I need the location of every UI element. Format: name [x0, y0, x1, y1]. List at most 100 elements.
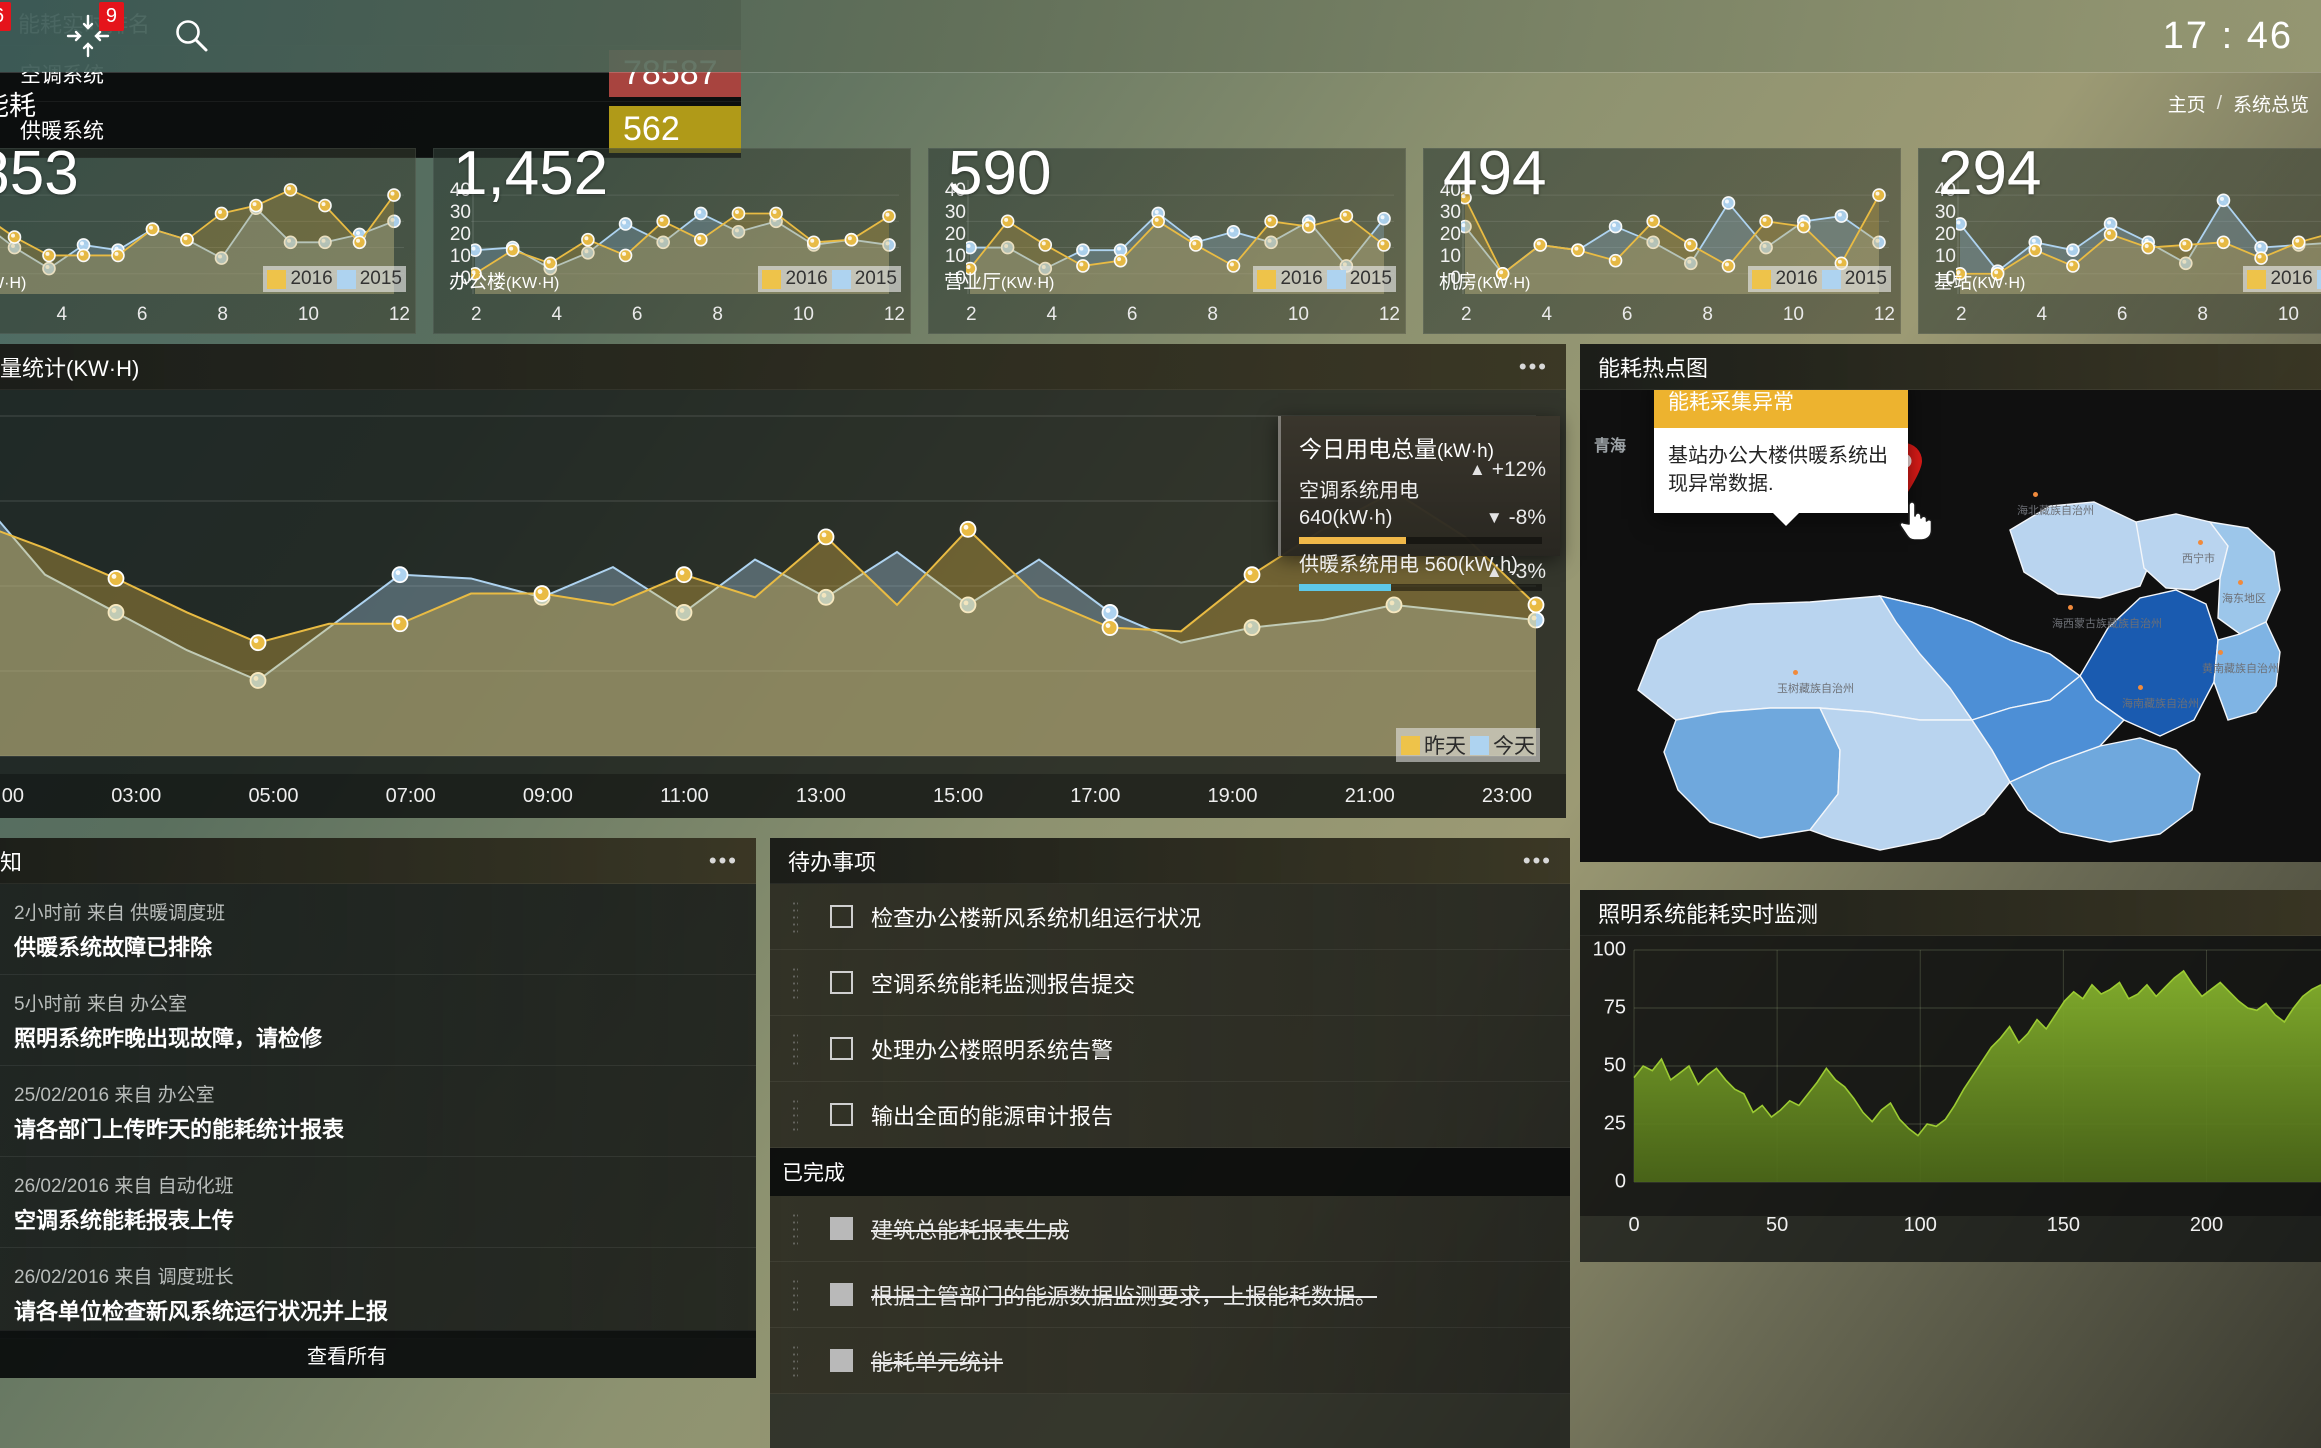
notices-title: 要通知 — [0, 849, 23, 875]
kpi-series-label: 耗(KW·H) — [0, 267, 26, 294]
collapse-arrows-icon[interactable]: 9 — [64, 0, 124, 72]
city-marker-dot — [2238, 580, 2243, 585]
drag-handle-icon[interactable] — [792, 1097, 798, 1132]
kpi-y-tick: 0 — [1945, 268, 1956, 289]
power-tooltip-title: 今日用电总量(kW·h) — [1299, 430, 1542, 464]
power-tooltip-unit: (kW·h) — [1437, 441, 1494, 462]
ellipsis-icon[interactable]: ••• — [1522, 847, 1552, 873]
city-label: 黄南藏族自治州 — [2202, 663, 2279, 675]
checkbox-checked[interactable] — [830, 1349, 853, 1372]
drag-handle-icon[interactable] — [792, 1343, 798, 1378]
kpi-x-tick: 6 — [2116, 304, 2128, 325]
legend-swatch-2015 — [336, 269, 356, 289]
kpi-series-name: 基站 — [1934, 272, 1973, 293]
kpi-x-tick: 8 — [2197, 304, 2208, 325]
drag-handle-icon[interactable] — [792, 1031, 798, 1066]
checkbox[interactable] — [830, 1103, 853, 1126]
heatmap-map[interactable]: 青海 海北藏族自治州 西宁市 海东地区 海西蒙古族藏族自治州 黄南藏族自治州 海南藏族自治… — [1580, 390, 2321, 862]
notice-item[interactable]: 2小时前 来自 供暖调度班 供暖系统故障已排除 — [0, 884, 756, 975]
todo-item[interactable]: 检查办公楼新风系统机组运行状况 — [770, 884, 1570, 950]
kpi-card-strip: ,853403020100耗(KW·H)20162015246810121,45… — [0, 148, 2321, 334]
kpi-value: 1,452 — [453, 148, 609, 208]
main-chart-x-tick: 07:00 — [385, 784, 436, 807]
power-tooltip: 今日用电总量(kW·h) ▲ +12% 空调系统用电 640(kW·h) ▼ -… — [1278, 416, 1560, 591]
checkbox-checked[interactable] — [830, 1283, 853, 1306]
notice-item[interactable]: 5小时前 来自 办公室 照明系统昨晚出现故障，请检修 — [0, 975, 756, 1066]
lighting-title: 照明系统能耗实时监测 — [1598, 901, 1819, 927]
kpi-y-tick: 30 — [1439, 202, 1461, 223]
region-yushu — [1808, 707, 2011, 851]
power-tooltip-title-text: 今日用电总量 — [1299, 436, 1437, 462]
todo-item-completed[interactable]: 建筑总能耗报表生成 — [770, 1196, 1570, 1262]
city-label: 西宁市 — [2182, 553, 2215, 565]
heatmap-tooltip-body: 基站办公大楼供暖系统出现异常数据. — [1668, 445, 1888, 496]
ranking-row[interactable]: 供暖系统 562 — [0, 102, 741, 158]
main-chart-x-tick: 09:00 — [522, 784, 573, 807]
todo-item[interactable]: 输出全面的能源审计报告 — [770, 1082, 1570, 1148]
kpi-y-tick: 0 — [460, 268, 471, 289]
kpi-y-tick: 30 — [944, 202, 966, 223]
checkbox[interactable] — [830, 971, 853, 994]
notice-item[interactable]: 25/02/2016 来自 办公室 请各部门上传昨天的能耗统计报表 — [0, 1066, 756, 1157]
legend-swatch-2016 — [762, 269, 782, 289]
kpi-x-tick: 10 — [2277, 304, 2299, 325]
kpi-card-2[interactable]: 590 40 30 20 10 0 营业厅(KW·H) 2016 2015 2 4 6 8 10 12 — [928, 148, 1406, 334]
notice-item[interactable]: 26/02/2016 来自 自动化班 空调系统能耗报表上传 — [0, 1157, 756, 1248]
kpi-series-label: 机房(KW·H) — [1439, 267, 1530, 294]
breadcrumb-home[interactable]: 主页 — [2167, 95, 2206, 116]
todo-item-label: 检查办公楼新风系统机组运行状况 — [871, 905, 1202, 931]
heatmap-header: 能耗热点图 — [1580, 344, 2321, 390]
todo-item[interactable]: 处理办公楼照明系统告警 — [770, 1016, 1570, 1082]
drag-handle-icon[interactable] — [792, 1211, 798, 1246]
kpi-y-tick: 30 — [1934, 202, 1956, 223]
kpi-y-tick: 30 — [449, 202, 471, 223]
lighting-y-tick: 0 — [1614, 1170, 1626, 1193]
notice-text: 供暖系统故障已排除 — [14, 935, 213, 960]
drag-handle-icon[interactable] — [792, 965, 798, 1000]
drag-handle-icon[interactable] — [792, 1277, 798, 1312]
total-power-plot: 昨天 今天 01:00 03:00 05:00 07:00 09:00 11:00 13:0… — [0, 390, 1566, 818]
kpi-y-tick: 10 — [449, 246, 471, 267]
notice-item[interactable]: 26/02/2016 来自 调度班长 请各单位检查新风系统运行状况并上报 — [0, 1248, 756, 1339]
sub-header: 能耗 主页 / 系统总览 — [0, 72, 2321, 134]
checkbox[interactable] — [830, 1037, 853, 1060]
search-icon[interactable] — [170, 0, 212, 72]
checkbox[interactable] — [830, 905, 853, 928]
todo-item-completed[interactable]: 根据主管部门的能源数据监测要求，上报能耗数据。 — [770, 1262, 1570, 1328]
todo-item-completed[interactable]: 能耗单元统计 — [770, 1328, 1570, 1394]
city-label: 海东地区 — [2222, 593, 2266, 605]
drag-handle-icon[interactable] — [792, 899, 798, 934]
kpi-y-tick: 40 — [1439, 180, 1461, 201]
kpi-x-tick: 2 — [471, 304, 482, 325]
notice-meta: 25/02/2016 来自 办公室 — [14, 1085, 215, 1106]
power-tooltip-row2-bar — [1299, 584, 1542, 591]
view-all-link[interactable]: 查看所有 — [0, 1330, 756, 1378]
ellipsis-icon[interactable]: ••• — [1518, 353, 1548, 379]
legend-swatch-today — [1470, 735, 1489, 755]
total-power-legend[interactable]: 昨天 今天 — [1396, 728, 1540, 762]
legend-label-today: 今天 — [1493, 735, 1535, 758]
kpi-card-1[interactable]: 1,452 40 30 20 10 0 办公楼(KW·H) 2016 2015 2 4 6 8 10 12 — [433, 148, 911, 334]
kpi-x-tick: 4 — [56, 304, 68, 325]
city-label: 海北藏族自治州 — [2017, 505, 2094, 517]
ellipsis-icon[interactable]: ••• — [708, 847, 738, 873]
lighting-x-tick: 200 — [2189, 1214, 2224, 1236]
total-power-x-axis: 01:00 03:00 05:00 07:00 09:00 11:00 13:00 15:00… — [0, 774, 1566, 818]
lighting-plot: 100 75 50 25 0 0 50 100 150 200 — [1580, 936, 2321, 1236]
legend-label-2016: 2016 — [2270, 268, 2313, 289]
qinghai-map-svg[interactable] — [1580, 390, 2321, 862]
legend-label-yesterday: 昨天 — [1424, 735, 1466, 758]
kpi-card-3[interactable]: 494 40 30 20 10 0 机房(KW·H) 2016 2015 2 4 6 8 10 12 — [1423, 148, 1901, 334]
checkbox-checked[interactable] — [830, 1217, 853, 1240]
power-tooltip-row1-delta: ▼ -8% — [1486, 506, 1546, 530]
kpi-x-tick: 6 — [1126, 304, 1138, 325]
kpi-sparkline — [1956, 180, 2321, 294]
todo-item[interactable]: 空调系统能耗监测报告提交 — [770, 950, 1570, 1016]
